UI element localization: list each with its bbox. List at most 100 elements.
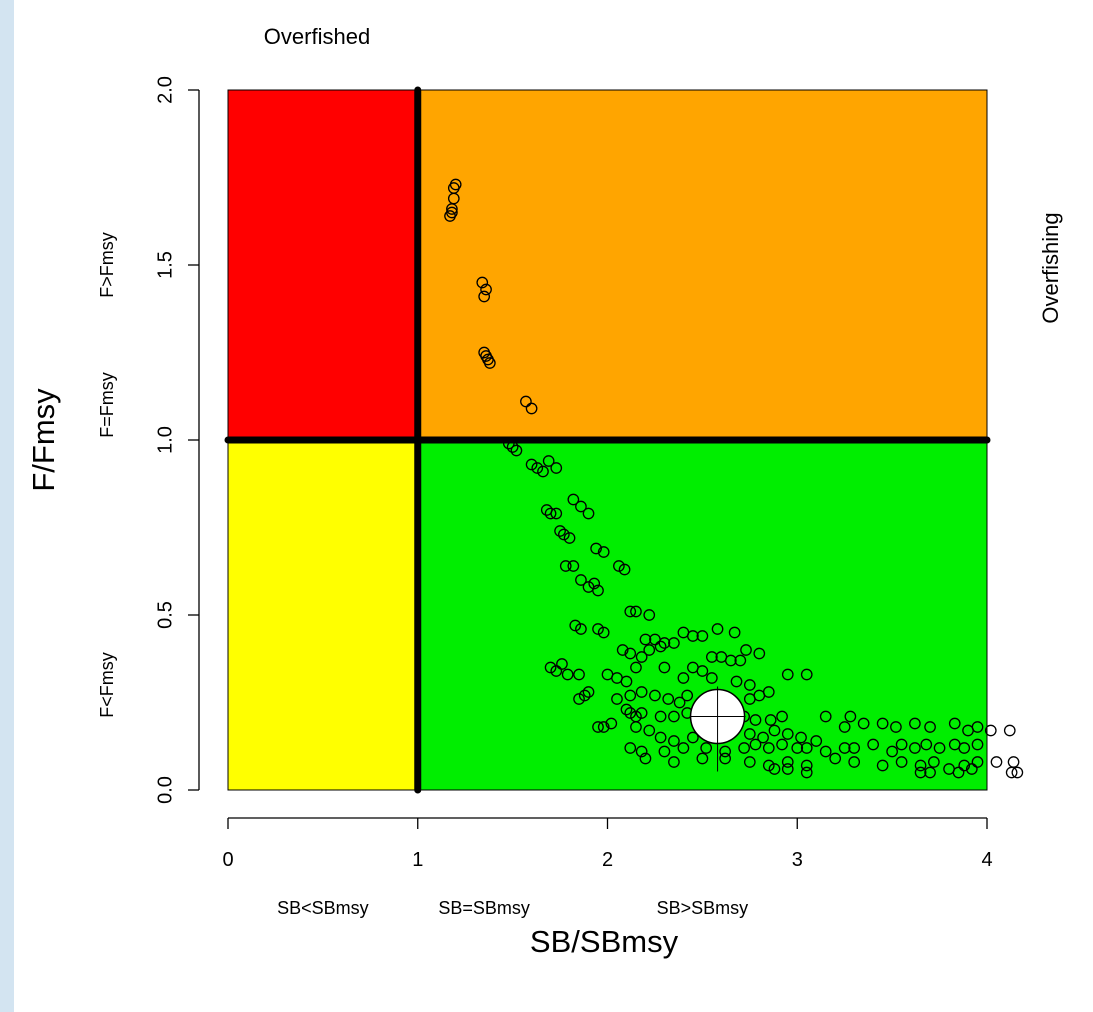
data-point: [753, 647, 766, 660]
data-point: [624, 742, 637, 754]
data-point: [844, 710, 857, 723]
data-point: [630, 605, 642, 618]
data-point: [643, 609, 656, 621]
data-point: [762, 742, 775, 754]
data-point: [886, 745, 898, 758]
data-point: [597, 721, 610, 733]
data-point: [781, 763, 794, 775]
data-point: [616, 644, 629, 656]
data-point: [791, 742, 804, 754]
data-point: [952, 766, 965, 779]
data-point: [909, 742, 921, 754]
data-point: [924, 721, 936, 733]
data-point: [819, 710, 832, 723]
current-estimate-marker: [689, 686, 746, 772]
data-point: [446, 203, 458, 215]
data-point: [582, 686, 595, 698]
y-tick-label: 1.5: [154, 251, 176, 279]
data-point: [620, 703, 633, 716]
data-point: [447, 182, 460, 194]
data-point: [768, 724, 781, 737]
data-point: [933, 742, 946, 754]
data-point: [958, 742, 971, 754]
data-point: [838, 721, 851, 733]
data-point: [520, 395, 532, 408]
data-point: [544, 661, 557, 674]
data-point: [668, 735, 680, 747]
data-point: [687, 630, 699, 642]
data-point: [706, 651, 718, 663]
quadrant-overfished: [227, 439, 419, 791]
data-point: [920, 738, 933, 751]
data-point: [620, 675, 633, 688]
data-point: [630, 721, 642, 733]
data-point: [749, 714, 762, 726]
data-point: [484, 357, 496, 369]
data-point: [525, 458, 538, 471]
data-point: [673, 696, 686, 709]
data-point: [550, 665, 563, 677]
data-point: [810, 735, 823, 747]
background-strip: [0, 0, 14, 1012]
data-point: [838, 742, 851, 754]
data-point: [635, 651, 648, 663]
data-point: [749, 738, 762, 751]
data-point: [1011, 766, 1024, 779]
data-point: [592, 623, 604, 635]
data-point: [556, 658, 568, 670]
data-point: [544, 507, 557, 520]
y-zone-label: F<Fmsy: [97, 652, 117, 718]
data-point: [795, 731, 807, 744]
y-zone-label: F=Fmsy: [97, 372, 117, 438]
scatter-points: [444, 178, 1024, 779]
y-tick-label: 1.0: [154, 426, 176, 454]
data-point: [800, 766, 813, 779]
data-point: [829, 752, 842, 765]
data-point: [914, 766, 927, 779]
data-point: [446, 206, 458, 219]
data-point: [890, 721, 902, 733]
data-point: [724, 654, 737, 667]
data-point: [924, 766, 936, 779]
data-point: [730, 675, 743, 688]
data-point: [658, 661, 671, 674]
data-point: [876, 759, 889, 772]
axes: 0.0 0.5 1.0 1.5 2.0 0 1 2 3 4 SB<SBmsy SB=SBmsy SB>S…: [97, 76, 993, 918]
data-point: [781, 756, 794, 768]
data-point: [554, 525, 566, 537]
data-point: [696, 630, 709, 642]
data-point: [984, 724, 997, 737]
y-zone-label: F>Fmsy: [97, 232, 117, 298]
data-point: [613, 560, 625, 572]
data-point: [573, 668, 585, 681]
data-point: [597, 626, 610, 639]
data-point: [567, 560, 580, 572]
data-point: [635, 707, 648, 719]
data-point: [668, 710, 680, 723]
data-point: [965, 763, 978, 775]
data-point: [611, 693, 623, 705]
data-point: [895, 756, 908, 768]
data-point: [971, 721, 984, 733]
data-point: [800, 668, 813, 681]
data-point: [567, 493, 580, 506]
data-point: [550, 507, 563, 520]
y-tick-label: 2.0: [154, 76, 176, 104]
data-point: [743, 728, 756, 740]
data-point: [668, 756, 680, 768]
data-point: [480, 283, 492, 296]
data-point: [914, 759, 927, 772]
data-point: [719, 752, 731, 765]
data-point: [677, 742, 690, 754]
right-label: Overfishing: [1038, 212, 1063, 323]
data-point: [575, 500, 587, 513]
data-point: [719, 745, 731, 758]
data-point: [990, 756, 1003, 768]
data-point: [550, 462, 563, 474]
data-point: [848, 756, 861, 768]
data-point: [542, 455, 555, 467]
data-point: [734, 654, 747, 667]
data-point: [558, 528, 570, 541]
data-point: [639, 752, 652, 765]
data-point: [654, 640, 667, 653]
